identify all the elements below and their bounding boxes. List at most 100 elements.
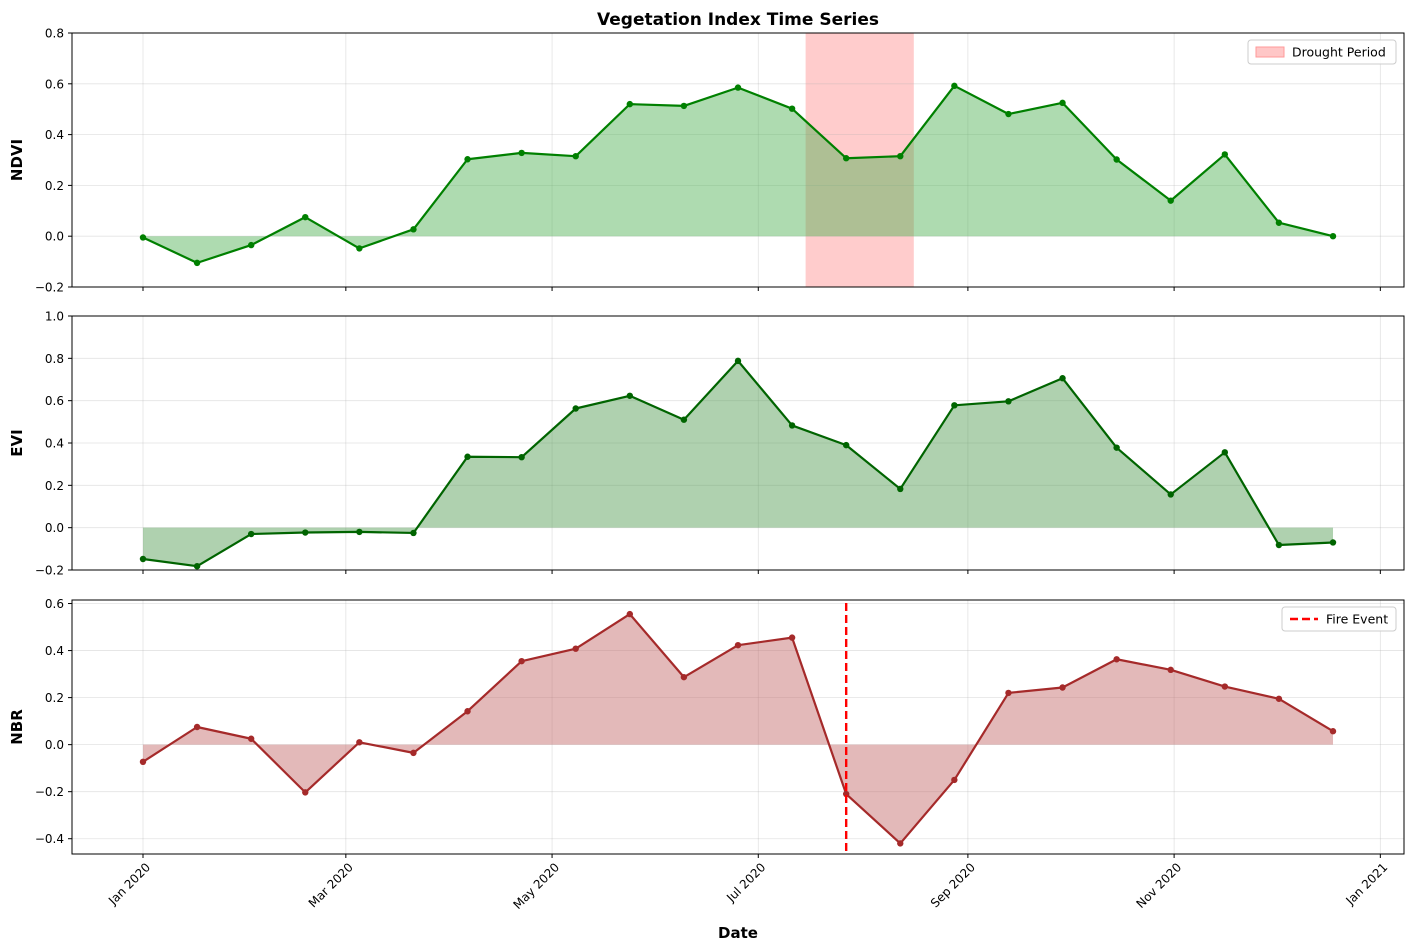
data-point [518,453,525,461]
data-point [734,84,742,91]
legend-swatch [1255,46,1285,58]
data-point [1329,728,1337,735]
legend: Fire Event [1281,606,1397,632]
data-point [951,776,958,784]
y-tick-label: 0.0 [45,738,64,752]
y-axis-label: NDVI [8,139,26,181]
y-tick-label: −0.2 [35,564,64,578]
data-point [518,149,525,157]
data-point [1275,541,1283,549]
y-tick-label: −0.2 [35,785,64,799]
x-tick-label: Nov 2020 [1133,860,1184,911]
x-tick-label: Jan 2021 [1342,860,1390,908]
data-point [464,708,471,715]
x-tick-label: Jul 2020 [723,860,768,905]
y-tick-label: −0.2 [35,281,64,295]
drought-period-region [805,33,914,287]
data-point [193,723,201,731]
data-point [626,392,634,399]
x-axis-label: Date [718,924,758,942]
y-tick-label: 0.4 [45,437,64,451]
data-point [897,152,904,160]
data-point [302,213,309,221]
data-point [1059,375,1066,382]
legend-label: Fire Event [1326,612,1388,627]
panel-evi: −0.2 0.0 0.2 0.4 0.6 0.8 1.0 EVI [8,310,1405,578]
data-point [247,735,255,742]
data-point [464,156,471,163]
data-point [193,562,201,570]
legend: Drought Period [1247,39,1397,65]
panel-nbr: −0.4 −0.2 0.0 0.2 0.4 0.6 NBR Fire Event Jan 202… [8,597,1405,912]
y-tick-label: 0.8 [45,352,64,366]
data-point [193,259,201,267]
data-point [734,641,742,649]
x-tick-label: May 2020 [510,860,562,912]
y-tick-label: 0.8 [45,27,64,41]
data-point [139,758,147,766]
data-point [247,241,255,249]
data-point [1059,99,1066,107]
y-tick-label: 1.0 [45,310,64,324]
data-point [842,441,850,449]
data-point [464,453,471,460]
data-point [1329,233,1337,240]
data-point [1113,444,1120,451]
plot-frame [71,32,1405,288]
data-point [572,152,579,160]
data-point [680,102,688,110]
y-tick-label: 0.6 [45,394,64,408]
data-point [1329,539,1337,546]
y-tick-label: 0.2 [45,179,64,193]
data-point [1167,491,1174,498]
area-fill [142,85,1334,263]
data-point [1005,398,1012,405]
data-point [1221,449,1229,456]
x-tick-label: Sep 2020 [928,860,978,910]
data-point [1167,197,1174,204]
y-axis-label: EVI [8,429,26,456]
data-point [356,739,363,746]
data-point [356,245,363,252]
data-point [788,634,796,641]
legend-label: Drought Period [1292,45,1386,60]
data-point [1059,684,1066,691]
y-axis-label: NBR [8,709,26,745]
y-tick-label: 0.4 [45,644,64,658]
data-point [1275,695,1283,702]
plot-frame [71,599,1405,855]
area-fill [142,614,1334,844]
y-tick-label: 0.4 [45,128,64,142]
data-point [1221,151,1229,158]
data-point [1275,219,1283,226]
data-point [734,357,742,365]
y-tick-label: 0.6 [45,77,64,91]
y-tick-label: 0.0 [45,521,64,535]
data-point [410,749,417,757]
area-fill [142,360,1334,567]
data-point [247,530,255,538]
data-point [626,100,634,108]
data-point [626,610,634,618]
data-point [139,234,147,241]
data-point [951,402,958,409]
data-point [897,840,904,847]
data-point [356,528,363,536]
data-point [518,657,525,665]
legend-box [1281,606,1397,632]
legend-box [1247,39,1397,65]
data-point [842,790,850,798]
data-point [572,645,579,652]
data-point [139,555,147,563]
chart-title: Vegetation Index Time Series [597,10,879,30]
y-tick-label: 0.2 [45,691,64,705]
y-tick-label: 0.0 [45,230,64,244]
data-point [1113,156,1120,163]
data-point [410,529,417,537]
data-point [1005,689,1012,697]
data-point [788,422,796,429]
plot-frame [71,315,1405,571]
data-point [680,416,688,423]
data-point [302,529,309,536]
